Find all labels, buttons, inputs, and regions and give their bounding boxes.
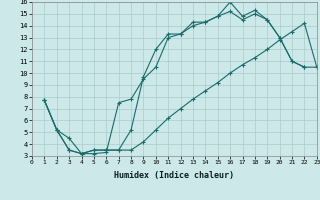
X-axis label: Humidex (Indice chaleur): Humidex (Indice chaleur) [115,171,234,180]
